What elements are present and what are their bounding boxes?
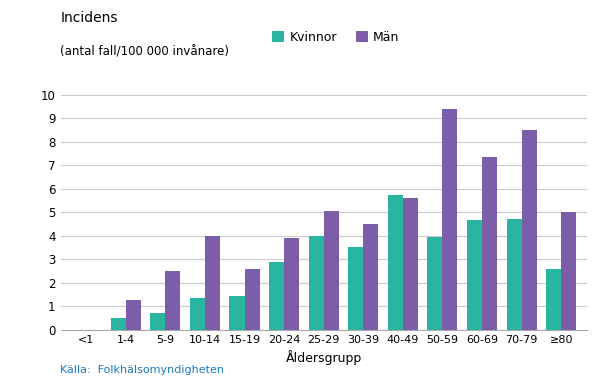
Bar	[324, 211, 339, 330]
Text: Incidens: Incidens	[60, 11, 118, 25]
Bar	[284, 238, 299, 330]
X-axis label: Åldersgrupp: Åldersgrupp	[286, 350, 362, 365]
Bar	[126, 300, 141, 330]
Bar	[348, 247, 363, 330]
Bar	[388, 195, 403, 330]
Bar	[363, 224, 378, 330]
Bar	[482, 157, 497, 330]
Text: (antal fall/100 000 invånare): (antal fall/100 000 invånare)	[60, 45, 229, 58]
Bar	[165, 271, 180, 330]
Bar	[229, 296, 244, 330]
Legend: Kvinnor, Män: Kvinnor, Män	[267, 26, 404, 49]
Bar	[522, 130, 537, 330]
Bar	[205, 236, 220, 330]
Bar	[546, 269, 561, 330]
Bar	[403, 198, 418, 330]
Bar	[190, 298, 205, 330]
Bar	[442, 109, 457, 330]
Bar	[467, 221, 482, 330]
Bar	[150, 313, 165, 330]
Bar	[244, 269, 260, 330]
Bar	[506, 219, 522, 330]
Bar	[111, 318, 126, 330]
Bar	[309, 236, 324, 330]
Bar	[269, 262, 284, 330]
Bar	[427, 237, 442, 330]
Text: Källa:  Folkhälsomyndigheten: Källa: Folkhälsomyndigheten	[60, 365, 224, 375]
Bar	[561, 212, 576, 330]
